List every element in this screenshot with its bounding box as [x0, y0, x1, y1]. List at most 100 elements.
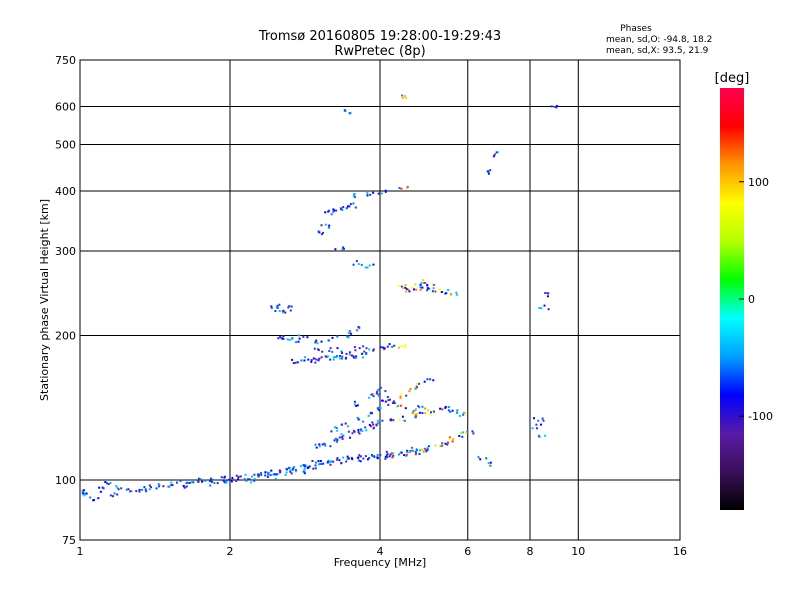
y-tick-labels: 75 100 200 300 400 500 600 750 — [55, 54, 76, 547]
data-point — [253, 477, 256, 480]
data-point — [101, 486, 104, 489]
data-point — [458, 435, 461, 437]
data-point — [452, 438, 455, 441]
data-point — [531, 427, 534, 430]
y-tick-label: 300 — [55, 245, 76, 258]
data-point — [211, 480, 213, 483]
data-point — [377, 393, 380, 396]
data-point — [362, 457, 365, 460]
data-point — [535, 427, 538, 430]
data-point — [348, 351, 351, 354]
data-point — [93, 499, 95, 502]
data-point — [486, 170, 489, 173]
data-point — [319, 462, 322, 465]
data-point — [372, 263, 375, 266]
data-point — [105, 482, 108, 485]
data-point — [313, 357, 316, 360]
phases-x-stats: mean, sd,X: 93.5, 21.9 — [606, 46, 709, 56]
data-point — [456, 293, 459, 296]
data-point — [341, 436, 344, 438]
data-point — [335, 427, 338, 429]
data-point — [546, 295, 549, 298]
data-point — [308, 465, 311, 468]
data-point — [179, 479, 182, 482]
data-point — [399, 404, 402, 407]
data-point — [335, 209, 338, 212]
data-point — [125, 488, 128, 491]
data-point — [422, 450, 425, 453]
x-tick-label: 10 — [571, 545, 585, 558]
data-point — [414, 387, 417, 390]
data-point — [465, 431, 468, 434]
data-point — [477, 456, 480, 459]
data-point — [448, 436, 451, 439]
data-point — [307, 466, 310, 469]
data-point — [346, 335, 349, 338]
data-point — [353, 356, 355, 359]
data-point — [340, 350, 343, 353]
data-point — [426, 289, 429, 292]
data-point — [264, 471, 267, 474]
data-point — [357, 418, 360, 421]
colorbar-tick-label: -100 — [748, 410, 773, 423]
data-point — [351, 458, 354, 461]
data-point — [225, 480, 228, 483]
data-point — [148, 484, 151, 487]
data-point — [107, 483, 110, 486]
data-point — [102, 487, 105, 490]
data-point — [390, 452, 393, 455]
data-point — [376, 389, 379, 392]
data-point — [279, 336, 282, 339]
data-point — [401, 415, 404, 418]
data-point — [279, 471, 282, 474]
data-point — [403, 419, 406, 422]
data-point — [403, 454, 406, 457]
data-point — [422, 279, 425, 281]
data-point — [432, 287, 435, 290]
data-point — [327, 226, 330, 229]
data-point — [274, 473, 276, 476]
data-point — [384, 455, 387, 458]
data-point — [415, 413, 418, 416]
data-point — [384, 390, 387, 393]
data-point — [388, 343, 391, 346]
data-point — [421, 286, 424, 289]
data-point — [456, 411, 459, 414]
data-point — [555, 106, 558, 109]
data-point — [400, 451, 403, 454]
data-point — [356, 404, 359, 407]
data-point — [540, 423, 542, 426]
data-point — [364, 266, 367, 269]
data-point — [302, 335, 305, 338]
data-point — [361, 352, 364, 355]
data-point — [359, 455, 362, 458]
data-point — [460, 432, 463, 435]
data-point — [355, 404, 357, 407]
data-point — [317, 230, 320, 233]
data-point — [192, 481, 195, 484]
data-point — [355, 355, 358, 358]
data-point — [145, 490, 148, 493]
data-point — [421, 448, 424, 451]
data-point — [210, 479, 213, 482]
data-point — [384, 189, 387, 192]
y-tick-label: 500 — [55, 139, 76, 152]
data-point — [338, 459, 341, 462]
colorbar-label: [deg] — [715, 71, 750, 86]
data-point — [333, 439, 336, 442]
data-point — [426, 378, 429, 381]
data-point — [538, 307, 541, 309]
data-point — [332, 210, 335, 213]
data-point — [357, 431, 360, 433]
data-point — [307, 358, 310, 361]
data-point — [336, 457, 339, 460]
data-point — [412, 410, 415, 413]
data-point — [292, 362, 295, 365]
data-point — [339, 355, 342, 357]
data-point — [318, 357, 321, 360]
data-point — [209, 484, 212, 487]
colorbar-ticks: 100 0 -100 — [739, 176, 773, 423]
data-point — [401, 286, 404, 289]
data-point — [398, 285, 401, 287]
